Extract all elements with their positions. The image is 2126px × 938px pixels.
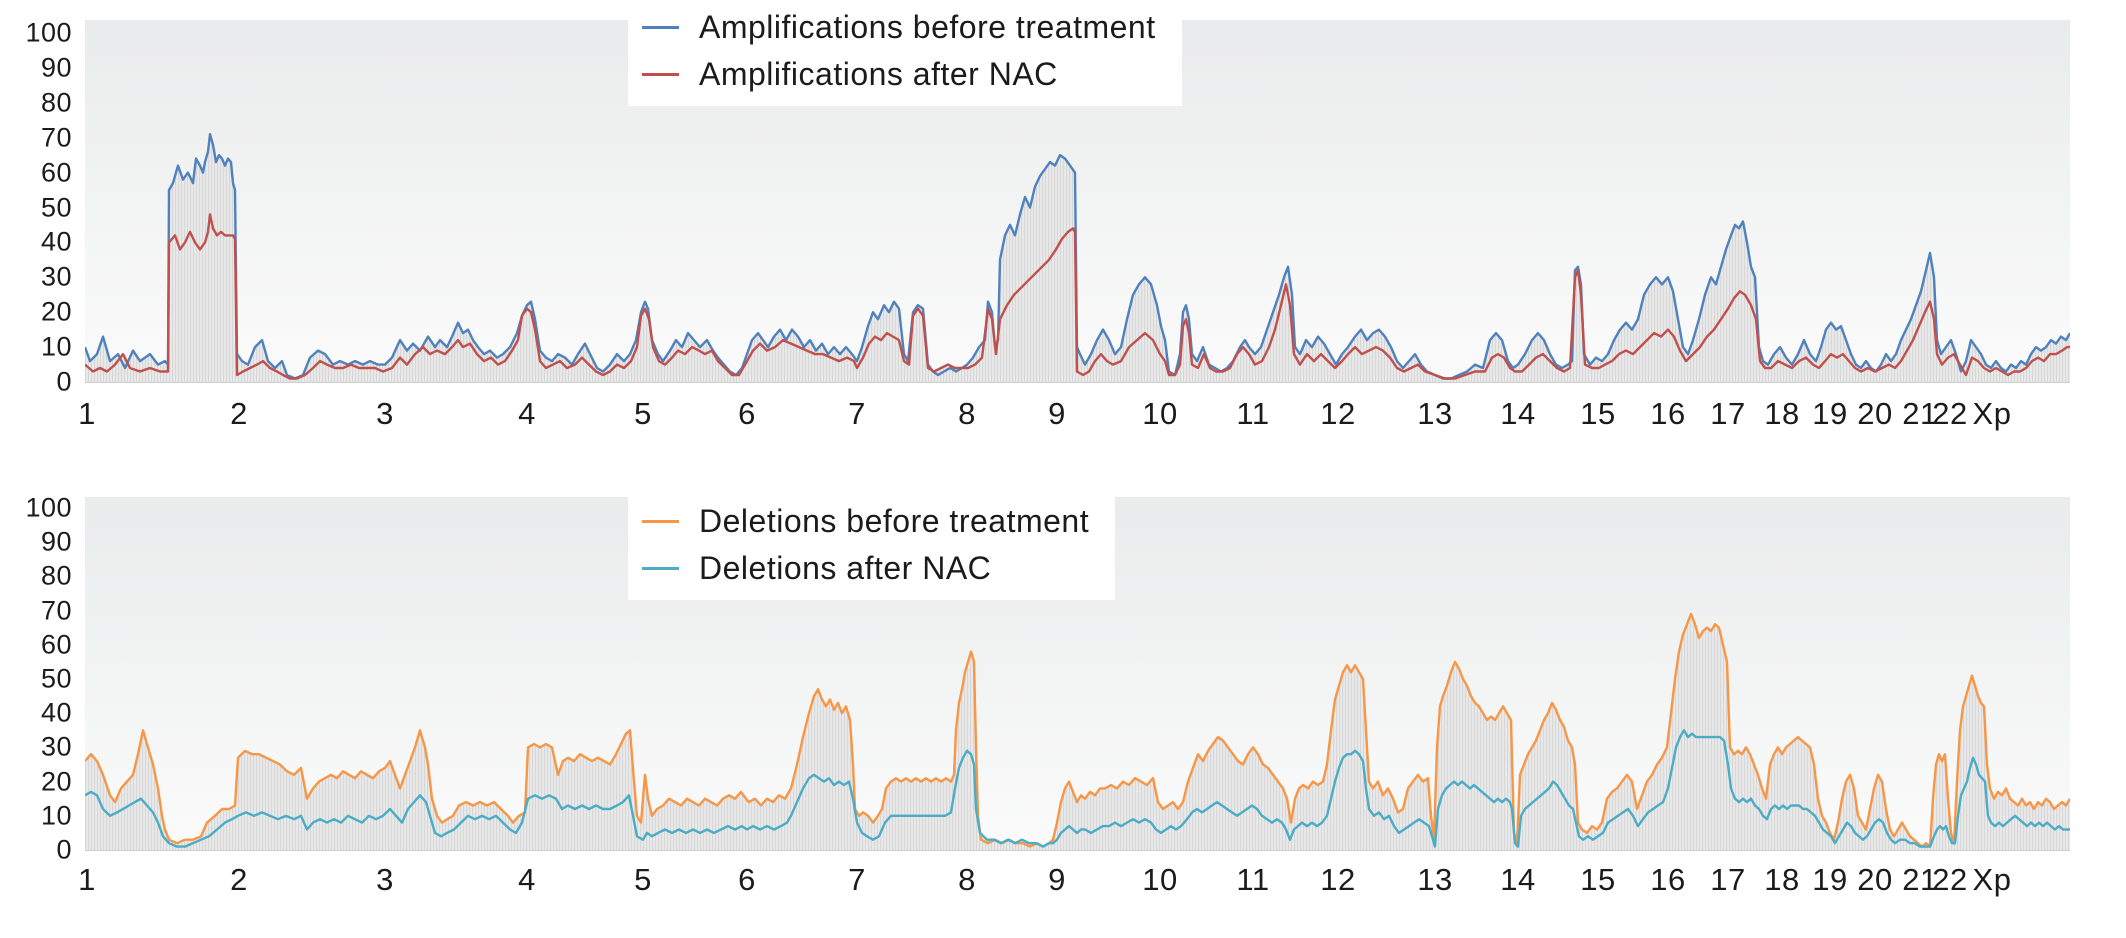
deletions-series-svg xyxy=(85,612,2070,850)
deletions-y-axis: 100 90 80 70 60 50 40 30 20 10 0 xyxy=(0,0,78,938)
x-tick-label-chr-22: 22 xyxy=(1932,862,1968,897)
x-tick-label-chr-8: 8 xyxy=(958,862,976,897)
amplifications-y-axis: 100 90 80 70 60 50 40 30 20 10 0 xyxy=(0,0,78,938)
x-tick-label-chr-22: 22 xyxy=(1932,396,1968,431)
amplifications-x-axis: 1 2 3 4 5 6 7 8 9 10 11 12 13 14 15 16 17 18 19 20 21 22 Xp xyxy=(0,396,2126,438)
x-tick-label-chr-13: 13 xyxy=(1417,396,1453,431)
y-tick-label-40: 40 xyxy=(40,697,72,728)
y-tick-label-100: 100 xyxy=(25,17,72,48)
x-tick-label-chr-21: 21 xyxy=(1902,396,1938,431)
x-tick-label-chr-10: 10 xyxy=(1142,396,1178,431)
x-tick-label-chr-3: 3 xyxy=(376,396,394,431)
del-after-line-swatch xyxy=(642,567,679,570)
x-tick-label-chr-20: 20 xyxy=(1857,396,1893,431)
y-tick-label-70: 70 xyxy=(40,122,72,153)
x-tick-label-chr-Xp: Xp xyxy=(1972,396,2012,431)
x-tick-label-chr-10: 10 xyxy=(1142,862,1178,897)
y-tick-label-40: 40 xyxy=(40,226,72,257)
x-tick-label-chr-1: 1 xyxy=(78,862,96,897)
x-tick-label-chr-17: 17 xyxy=(1710,862,1746,897)
y-tick-label-80: 80 xyxy=(40,560,72,591)
legend-row-amp-after: Amplifications after NAC xyxy=(642,51,1156,98)
x-tick-label-chr-9: 9 xyxy=(1048,862,1066,897)
x-tick-label-chr-16: 16 xyxy=(1650,862,1686,897)
x-tick-label-chr-Xp: Xp xyxy=(1972,862,2012,897)
x-tick-label-chr-19: 19 xyxy=(1812,862,1848,897)
del-after-legend-label: Deletions after NAC xyxy=(699,550,992,586)
deletions-legend: Deletions before treatment Deletions aft… xyxy=(628,494,1116,600)
y-tick-label-20: 20 xyxy=(40,296,72,327)
x-tick-label-chr-20: 20 xyxy=(1857,862,1893,897)
x-tick-label-chr-6: 6 xyxy=(738,862,756,897)
legend-row-amp-before: Amplifications before treatment xyxy=(642,4,1156,51)
y-tick-label-20: 20 xyxy=(40,766,72,797)
x-tick-label-chr-4: 4 xyxy=(518,862,536,897)
y-tick-label-30: 30 xyxy=(40,261,72,292)
y-tick-label-50: 50 xyxy=(40,192,72,222)
x-tick-label-chr-11: 11 xyxy=(1236,862,1270,897)
x-tick-label-chr-14: 14 xyxy=(1500,396,1536,431)
y-tick-label-90: 90 xyxy=(40,52,72,83)
y-tick-label-60: 60 xyxy=(40,157,72,188)
y-tick-label-80: 80 xyxy=(40,87,72,118)
y-tick-label-10: 10 xyxy=(40,800,72,831)
del-before-area-fill xyxy=(85,614,2070,850)
x-tick-label-chr-2: 2 xyxy=(230,396,248,431)
x-tick-label-chr-11: 11 xyxy=(1236,396,1270,431)
y-tick-label-60: 60 xyxy=(40,629,72,660)
del-before-line-swatch xyxy=(642,520,679,523)
x-tick-label-chr-3: 3 xyxy=(376,862,394,897)
x-tick-label-chr-12: 12 xyxy=(1320,396,1356,431)
x-tick-label-chr-8: 8 xyxy=(958,396,976,431)
amp-after-legend-label: Amplifications after NAC xyxy=(699,56,1058,92)
amplifications-series-svg xyxy=(85,132,2070,382)
legend-row-del-after: Deletions after NAC xyxy=(642,545,1089,592)
x-tick-label-chr-2: 2 xyxy=(230,862,248,897)
x-tick-label-chr-7: 7 xyxy=(848,396,866,431)
del-before-legend-label: Deletions before treatment xyxy=(699,503,1090,539)
x-tick-label-chr-21: 21 xyxy=(1902,862,1938,897)
del-after-area-fill xyxy=(85,730,2070,850)
deletions-plot-area xyxy=(85,497,2070,851)
x-tick-label-chr-15: 15 xyxy=(1580,396,1616,431)
del-before-line xyxy=(85,612,2070,848)
y-tick-label-50: 50 xyxy=(40,663,72,694)
y-tick-label-90: 90 xyxy=(40,526,72,557)
x-tick-label-chr-14: 14 xyxy=(1500,862,1536,897)
x-tick-label-chr-18: 18 xyxy=(1764,396,1800,431)
amp-before-line xyxy=(85,132,2070,380)
y-tick-label-0: 0 xyxy=(56,834,72,865)
x-tick-label-chr-1: 1 xyxy=(78,396,96,431)
y-tick-label-100: 100 xyxy=(25,492,72,523)
y-tick-label-30: 30 xyxy=(40,731,72,762)
x-tick-label-chr-6: 6 xyxy=(738,396,756,431)
amp-after-line-swatch xyxy=(642,73,679,76)
x-tick-label-chr-17: 17 xyxy=(1710,396,1746,431)
x-tick-label-chr-12: 12 xyxy=(1320,862,1356,897)
amplifications-legend: Amplifications before treatment Amplific… xyxy=(628,0,1182,106)
del-after-line xyxy=(85,729,2070,848)
x-tick-label-chr-15: 15 xyxy=(1580,862,1616,897)
x-tick-label-chr-4: 4 xyxy=(518,396,536,431)
x-tick-label-chr-5: 5 xyxy=(634,396,652,431)
y-tick-label-70: 70 xyxy=(40,595,72,626)
legend-row-del-before: Deletions before treatment xyxy=(642,498,1089,545)
y-tick-label-10: 10 xyxy=(40,331,72,362)
amp-before-legend-label: Amplifications before treatment xyxy=(699,9,1156,45)
x-tick-label-chr-5: 5 xyxy=(634,862,652,897)
amp-before-line-swatch xyxy=(642,26,679,29)
y-tick-label-0: 0 xyxy=(56,366,72,397)
x-tick-label-chr-19: 19 xyxy=(1812,396,1848,431)
x-tick-label-chr-9: 9 xyxy=(1048,396,1066,431)
x-tick-label-chr-18: 18 xyxy=(1764,862,1800,897)
x-tick-label-chr-16: 16 xyxy=(1650,396,1686,431)
deletions-x-axis: 1 2 3 4 5 6 7 8 9 10 11 12 13 14 15 16 17 18 19 20 21 22 Xp xyxy=(0,862,2126,904)
amp-after-line xyxy=(85,213,2070,380)
x-tick-label-chr-7: 7 xyxy=(848,862,866,897)
x-tick-label-chr-13: 13 xyxy=(1417,862,1453,897)
